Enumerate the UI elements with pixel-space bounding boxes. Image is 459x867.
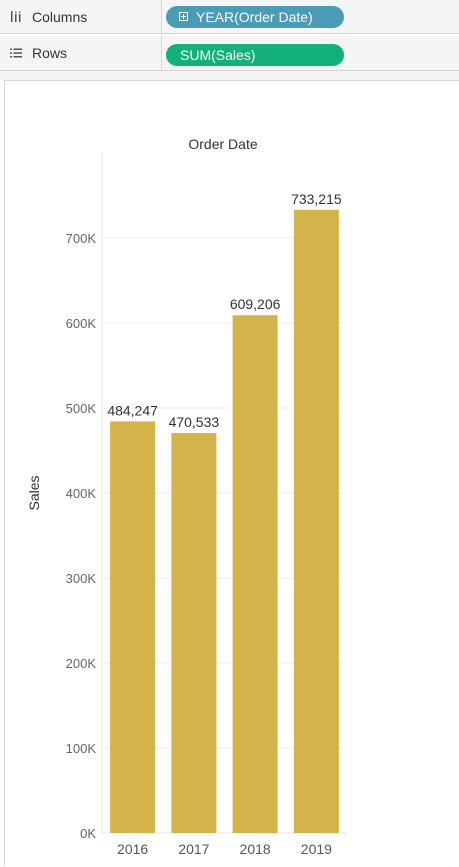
sum-sales-pill-label: SUM(Sales) (180, 47, 256, 63)
y-tick-label: 100K (66, 741, 97, 756)
y-tick-label: 200K (66, 656, 97, 671)
shelf-separator (0, 71, 459, 80)
chart-title: Order Date (188, 136, 257, 152)
x-tick-label: 2016 (117, 841, 148, 857)
bar-value-labels: 484,247 470,533 609,206 733,215 (107, 191, 342, 430)
x-tick-label: 2017 (178, 841, 209, 857)
bar-value-label: 484,247 (107, 402, 158, 418)
columns-shelf-label: Columns (32, 8, 88, 25)
year-order-date-pill[interactable]: YEAR(Order Date) (166, 6, 344, 28)
x-tick-label: 2018 (240, 841, 271, 857)
columns-shelf: Columns YEAR(Order Date) (0, 0, 459, 34)
year-order-date-pill-label: YEAR(Order Date) (196, 9, 313, 25)
y-axis-title: Sales (26, 475, 42, 510)
y-tick-label: 700K (66, 231, 97, 246)
bar-chart: Order Date Sales 0K 100K 200K 300K 400K 500K 6… (26, 136, 347, 857)
y-tick-label: 400K (66, 486, 97, 501)
bars (110, 209, 339, 834)
bar-2016[interactable] (110, 421, 156, 833)
y-tick-label: 0K (80, 826, 96, 841)
bar-2017[interactable] (171, 433, 217, 833)
x-tick-label: 2019 (301, 841, 332, 857)
y-tick-label: 600K (66, 316, 97, 331)
sum-sales-pill[interactable]: SUM(Sales) (166, 44, 344, 66)
x-axis-ticks: 2016 2017 2018 2019 (117, 841, 332, 857)
bar-2019[interactable] (293, 209, 339, 834)
rows-icon (10, 48, 22, 58)
chart-view: Order Date Sales 0K 100K 200K 300K 400K 500K 6… (4, 80, 459, 866)
y-axis-ticks: 0K 100K 200K 300K 400K 500K 600K 700K (66, 231, 97, 841)
expand-plus-icon[interactable] (179, 12, 188, 21)
bar-value-label: 470,533 (169, 414, 220, 430)
rows-shelf: Rows SUM(Sales) (0, 36, 459, 71)
bar-value-label: 733,215 (291, 191, 342, 207)
bar-value-label: 609,206 (230, 296, 281, 312)
y-tick-label: 500K (66, 401, 97, 416)
columns-icon (11, 10, 21, 22)
y-tick-label: 300K (66, 571, 97, 586)
rows-shelf-label: Rows (32, 45, 68, 61)
columns-shelf-label-area: Columns (0, 0, 162, 33)
bar-2018[interactable] (232, 315, 278, 833)
rows-shelf-label-area: Rows (0, 36, 162, 70)
